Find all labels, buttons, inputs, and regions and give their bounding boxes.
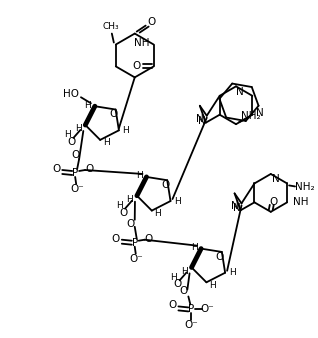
Text: O: O: [161, 180, 169, 190]
Text: O: O: [144, 234, 153, 244]
Text: H: H: [75, 124, 82, 134]
Text: H: H: [154, 209, 161, 218]
Text: P: P: [72, 168, 78, 178]
Text: N: N: [272, 174, 280, 184]
Text: O: O: [119, 208, 127, 218]
Text: O: O: [71, 150, 79, 160]
Text: O: O: [216, 252, 224, 262]
Text: O: O: [112, 234, 120, 244]
Text: N: N: [256, 108, 264, 118]
Text: O: O: [174, 279, 182, 289]
Text: H: H: [122, 126, 129, 135]
Text: H: H: [85, 101, 91, 110]
Text: H: H: [116, 201, 122, 210]
Text: H: H: [174, 196, 181, 206]
Text: H: H: [64, 130, 71, 140]
Text: O: O: [168, 300, 176, 310]
Text: N: N: [233, 203, 240, 213]
Text: O: O: [148, 17, 156, 27]
Text: O: O: [109, 110, 118, 120]
Text: O⁻: O⁻: [70, 184, 84, 194]
Text: H: H: [103, 138, 109, 147]
Text: NH: NH: [293, 197, 309, 207]
Text: N: N: [196, 114, 204, 124]
Text: O⁻: O⁻: [130, 254, 144, 264]
Text: CH₃: CH₃: [102, 22, 119, 31]
Text: H: H: [229, 268, 235, 277]
Text: N: N: [231, 201, 238, 211]
Text: N: N: [198, 116, 206, 126]
Text: O: O: [179, 287, 188, 296]
Text: O: O: [127, 219, 135, 229]
Text: P: P: [132, 238, 138, 248]
Text: O: O: [270, 197, 278, 207]
Text: H: H: [191, 243, 197, 252]
Text: NH₂: NH₂: [241, 111, 261, 121]
Text: H: H: [181, 267, 188, 276]
Text: O⁻: O⁻: [184, 320, 198, 330]
Text: H: H: [209, 281, 216, 290]
Text: O⁻: O⁻: [200, 305, 214, 314]
Text: NH₂: NH₂: [295, 183, 315, 192]
Text: HO: HO: [63, 89, 79, 99]
Text: H: H: [136, 171, 143, 180]
Text: H: H: [127, 195, 133, 204]
Text: O: O: [52, 164, 60, 174]
Text: H: H: [170, 273, 177, 282]
Text: O: O: [133, 62, 141, 71]
Text: O: O: [67, 137, 76, 147]
Text: N: N: [236, 87, 244, 97]
Text: NH: NH: [134, 38, 149, 48]
Text: P: P: [188, 305, 195, 314]
Text: O: O: [85, 164, 93, 174]
